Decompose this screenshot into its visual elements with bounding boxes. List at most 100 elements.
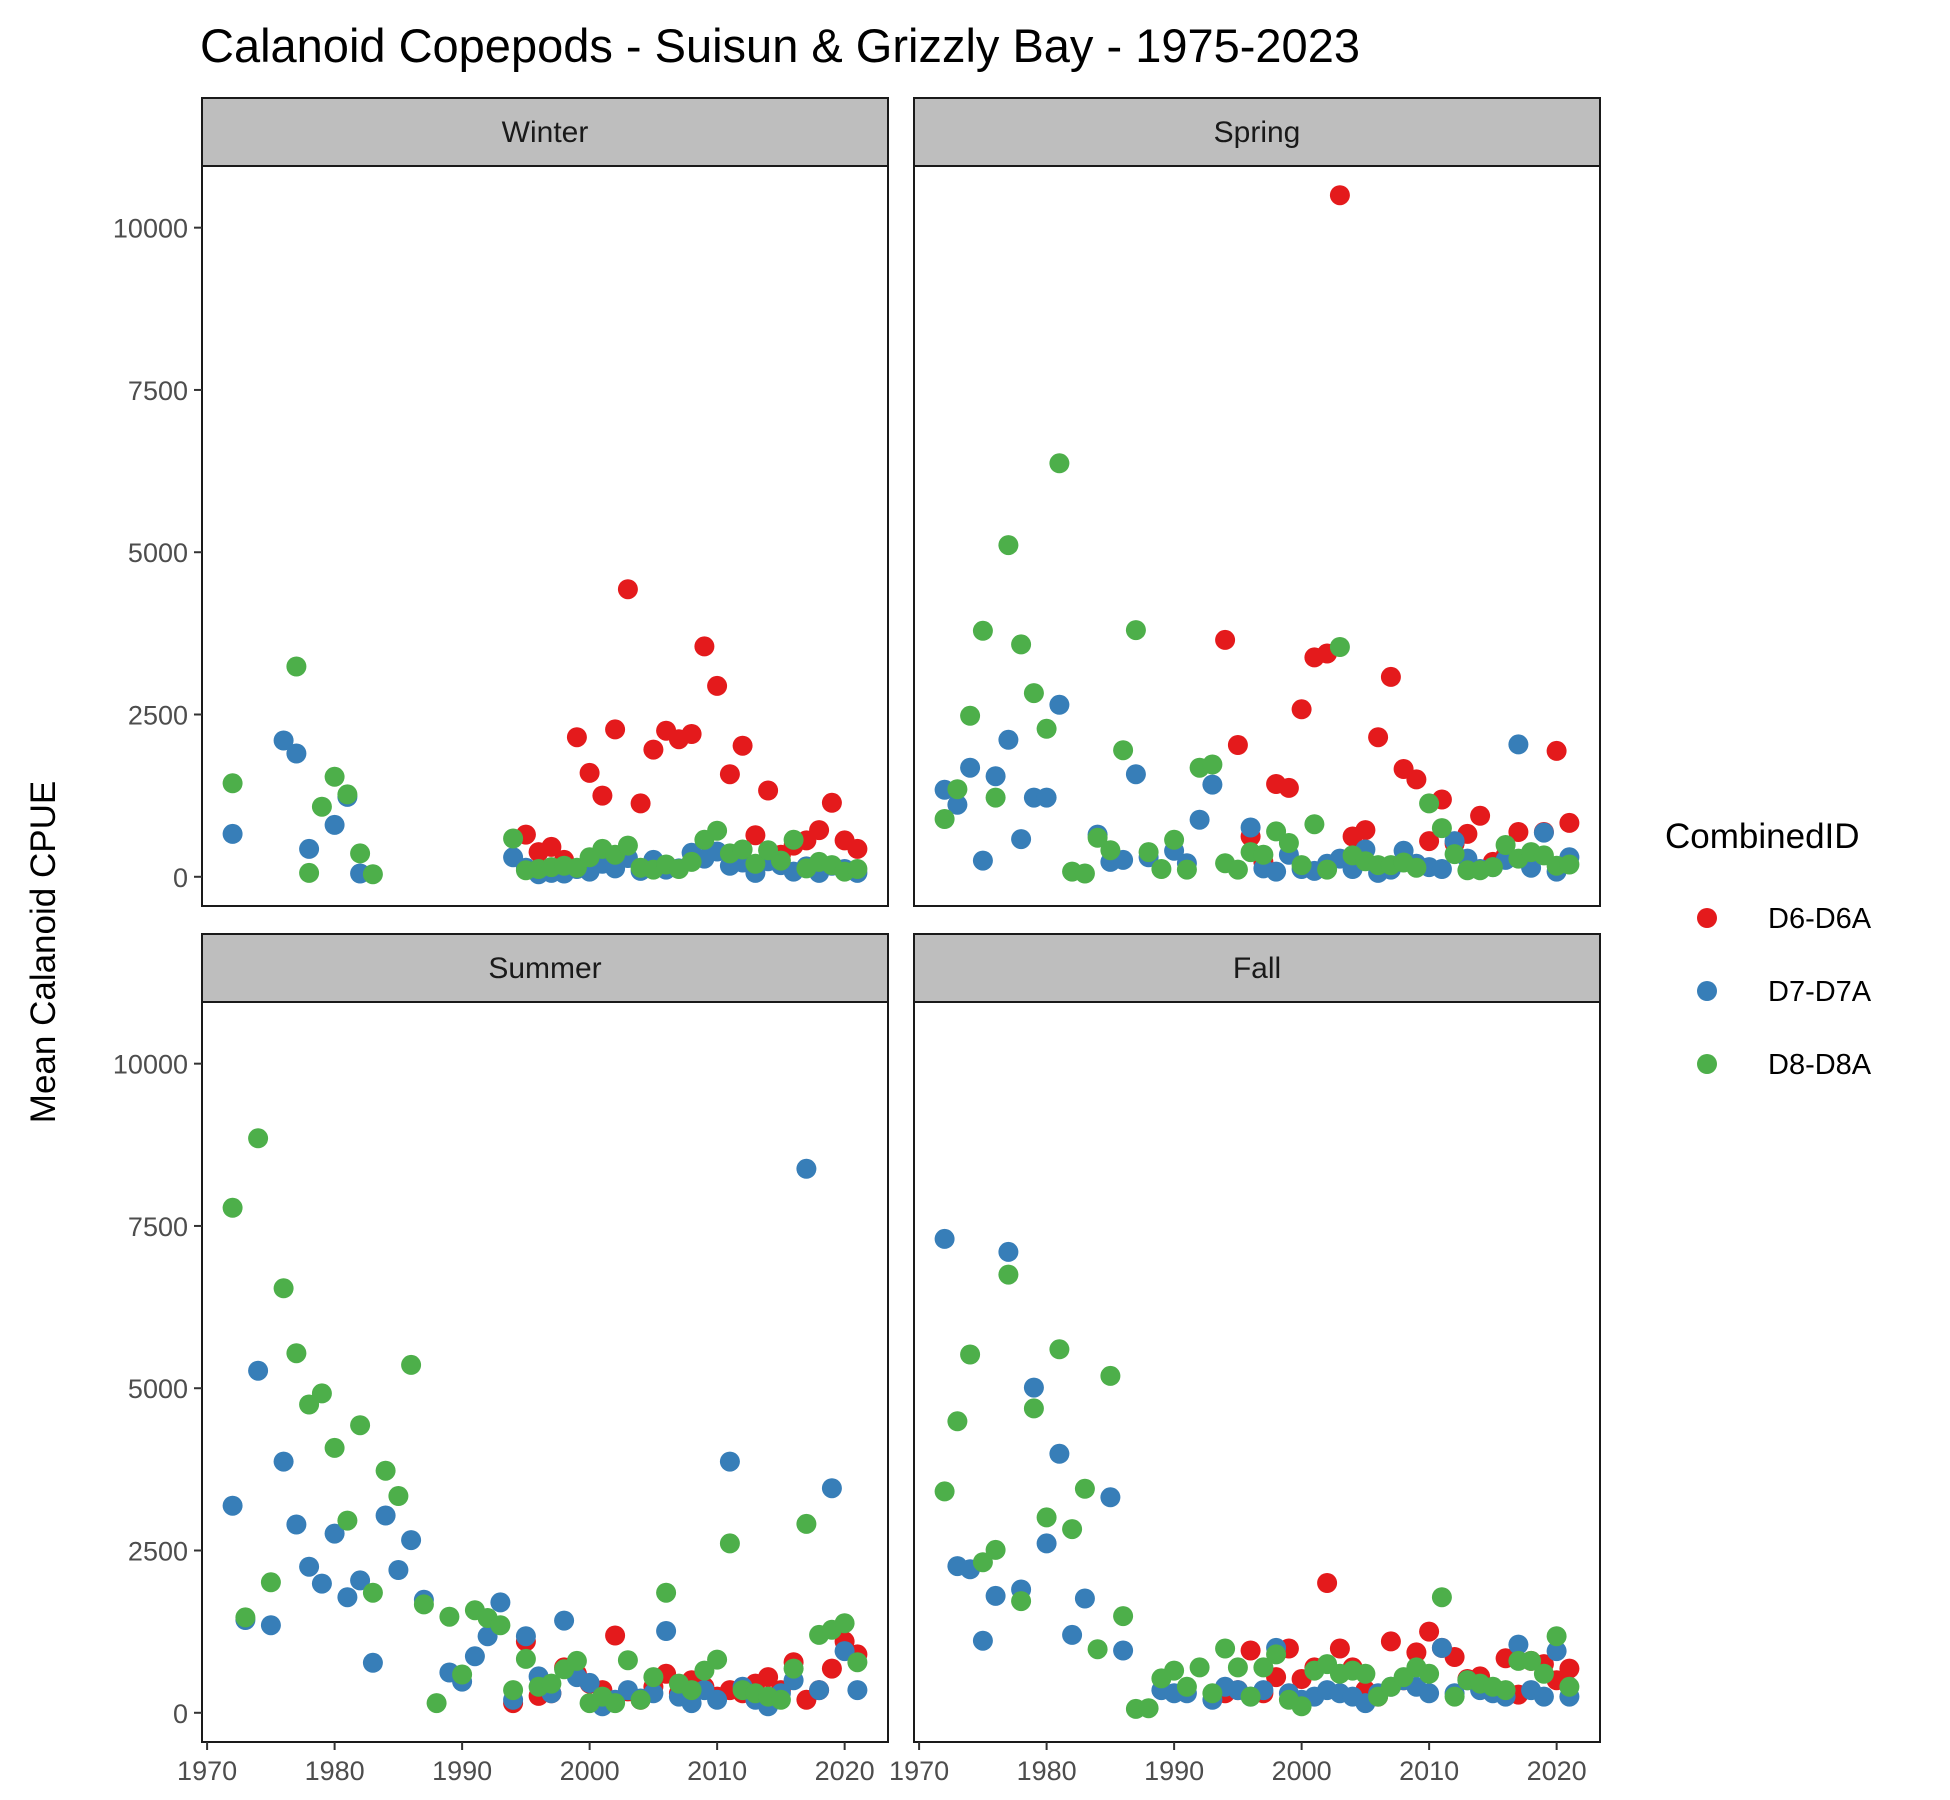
data-point-d8-d8a (324, 766, 345, 787)
data-point-d7-d7a (1533, 822, 1554, 843)
data-point-d7-d7a (796, 1158, 817, 1179)
data-point-d8-d8a (337, 1510, 358, 1531)
data-point-d7-d7a (1062, 1624, 1083, 1645)
data-point-d8-d8a (1406, 857, 1427, 878)
data-point-d7-d7a (464, 1646, 485, 1667)
data-point-d8-d8a (1164, 1660, 1185, 1681)
data-point-d8-d8a (362, 1582, 383, 1603)
data-point-d8-d8a (681, 851, 702, 872)
data-point-d8-d8a (1049, 1339, 1070, 1360)
data-point-d8-d8a (311, 1383, 332, 1404)
data-point-d8-d8a (732, 839, 753, 860)
data-point-d8-d8a (1087, 827, 1108, 848)
data-point-d8-d8a (1266, 821, 1287, 842)
data-point-d8-d8a (1138, 1698, 1159, 1719)
data-point-d8-d8a (1521, 1650, 1542, 1671)
data-point-d7-d7a (1074, 1588, 1095, 1609)
data-point-d8-d8a (1355, 1663, 1376, 1684)
x-tick-label: 2000 (560, 1756, 620, 1786)
data-point-d8-d8a (707, 820, 728, 841)
data-point-d6-d6a (809, 820, 830, 841)
data-point-d8-d8a (1533, 1663, 1554, 1684)
data-point-d7-d7a (1049, 694, 1070, 715)
panel-border (913, 165, 1601, 907)
data-point-d8-d8a (350, 1415, 371, 1436)
data-point-d6-d6a (821, 792, 842, 813)
data-point-d6-d6a (630, 793, 651, 814)
data-point-d8-d8a (770, 850, 791, 871)
data-point-d8-d8a (222, 773, 243, 794)
data-point-d6-d6a (1559, 812, 1580, 833)
data-point-d8-d8a (1559, 1676, 1580, 1697)
data-point-d7-d7a (299, 1556, 320, 1577)
data-point-d7-d7a (972, 850, 993, 871)
data-point-d8-d8a (503, 828, 524, 849)
facet-panels: Winter 0 2500 5000 7500 10000 Spring Summer 0 250… (113, 97, 1601, 1786)
x-tick-label: 1980 (305, 1756, 365, 1786)
data-point-d7-d7a (337, 1587, 358, 1608)
data-point-d8-d8a (1176, 1676, 1197, 1697)
data-point-d6-d6a (1227, 735, 1248, 755)
data-point-d8-d8a (972, 620, 993, 641)
data-point-d6-d6a (694, 636, 715, 657)
data-point-d8-d8a (681, 1680, 702, 1701)
data-point-d7-d7a (1125, 764, 1146, 785)
data-point-d7-d7a (985, 1585, 1006, 1606)
data-point-d6-d6a (681, 724, 702, 744)
data-point-d8-d8a (998, 535, 1019, 556)
y-tick-label: 5000 (128, 1374, 188, 1404)
data-point-d8-d8a (1495, 835, 1516, 855)
x-tick-label: 1970 (889, 1756, 949, 1786)
x-tick-label: 2020 (1527, 1756, 1587, 1786)
panel-points (934, 1228, 1580, 1719)
legend-item-d7-d7a: D7-D7A (1697, 976, 1872, 1008)
data-point-d8-d8a (719, 1533, 740, 1554)
y-tick-label: 0 (173, 863, 188, 893)
data-point-d8-d8a (1278, 833, 1299, 853)
data-point-d6-d6a (1470, 805, 1491, 826)
x-tick-label: 2010 (1399, 1756, 1459, 1786)
data-point-d8-d8a (1253, 844, 1274, 865)
data-point-d8-d8a (1074, 863, 1095, 884)
data-point-d8-d8a (1151, 859, 1172, 879)
data-point-d8-d8a (1304, 814, 1325, 835)
panel-summer: Summer 0 2500 5000 7500 10000 1970 1980 1990 2000… (113, 933, 889, 1786)
data-point-d7-d7a (998, 1241, 1019, 1262)
panel-border (201, 165, 889, 907)
data-point-d7-d7a (324, 814, 345, 835)
data-point-d8-d8a (350, 843, 371, 864)
data-point-d7-d7a (222, 823, 243, 844)
legend-key-dot (1697, 1054, 1717, 1074)
data-point-d8-d8a (1125, 620, 1146, 641)
data-point-d6-d6a (1329, 185, 1350, 206)
x-tick-label: 2020 (815, 1756, 875, 1786)
panel-background (202, 1002, 888, 1742)
data-point-d8-d8a (707, 1649, 728, 1670)
panel-border (201, 1001, 889, 1743)
data-point-d7-d7a (579, 1672, 600, 1693)
data-point-d7-d7a (1036, 787, 1057, 808)
data-point-d7-d7a (1113, 1640, 1134, 1661)
data-point-d8-d8a (934, 1481, 955, 1502)
data-point-d7-d7a (248, 1360, 269, 1381)
data-point-d6-d6a (1317, 1573, 1338, 1593)
data-point-d8-d8a (1482, 857, 1503, 878)
data-point-d7-d7a (1508, 734, 1529, 755)
data-point-d8-d8a (643, 1667, 664, 1688)
data-point-d7-d7a (273, 1451, 294, 1472)
data-point-d7-d7a (809, 1680, 830, 1701)
y-tick-label: 7500 (128, 1212, 188, 1242)
data-point-d8-d8a (1176, 859, 1197, 880)
data-point-d7-d7a (1533, 1686, 1554, 1707)
data-point-d8-d8a (541, 1673, 562, 1694)
data-point-d8-d8a (1062, 1519, 1083, 1540)
data-point-d7-d7a (1189, 809, 1210, 830)
data-point-d8-d8a (960, 1344, 981, 1365)
x-tick-label: 1970 (177, 1756, 237, 1786)
data-point-d7-d7a (934, 1228, 955, 1249)
data-point-d6-d6a (1215, 629, 1236, 650)
data-point-d6-d6a (1355, 820, 1376, 841)
data-point-d8-d8a (1291, 1696, 1312, 1717)
data-point-d8-d8a (1049, 453, 1070, 474)
data-point-d6-d6a (821, 1658, 842, 1679)
